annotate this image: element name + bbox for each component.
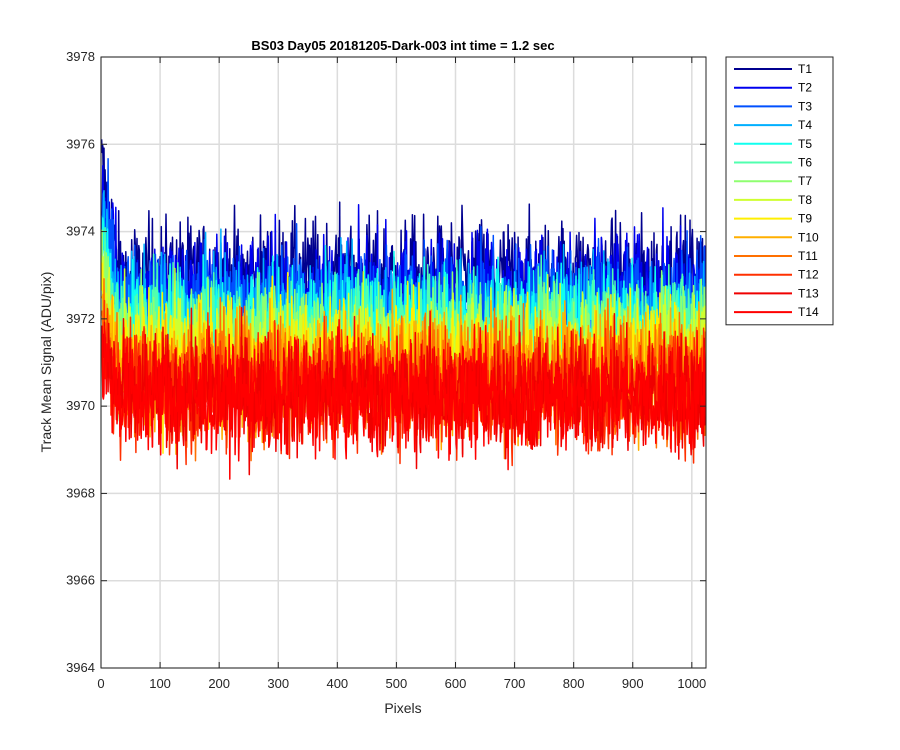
x-tick-label: 1000 [677, 676, 706, 691]
x-tick-label: 700 [504, 676, 526, 691]
legend-box [725, 56, 834, 326]
y-tick-label: 3970 [66, 398, 95, 413]
y-tick-label: 3966 [66, 573, 95, 588]
ticks: 0 100 200 300 400 500 600 700 800 900 1000 3964 3966… [66, 49, 706, 691]
series-line-T14 [101, 315, 706, 480]
x-tick-label: 100 [149, 676, 171, 691]
legend-label: T6 [798, 156, 812, 170]
legend-label: T14 [798, 305, 819, 319]
series-layer [101, 139, 706, 480]
legend-label: T4 [798, 118, 812, 132]
x-tick-label: 600 [445, 676, 467, 691]
legend-label: T3 [798, 99, 812, 113]
legend: T1 T2 T3 T4 T5 T6 T7 T8 T9 T10 T11 T12 T13 T14 [725, 56, 834, 326]
legend-label: T8 [798, 193, 812, 207]
legend-label: T9 [798, 212, 812, 226]
x-axis-label: Pixels [384, 700, 421, 716]
x-tick-label: 500 [386, 676, 408, 691]
legend-label: T12 [798, 268, 819, 282]
y-tick-label: 3964 [66, 660, 95, 675]
y-tick-label: 3976 [66, 136, 95, 151]
legend-label: T5 [798, 137, 812, 151]
y-tick-label: 3968 [66, 485, 95, 500]
chart-title: BS03 Day05 20181205-Dark-003 int time = … [251, 38, 554, 53]
legend-label: T11 [798, 249, 818, 263]
legend-label: T10 [798, 230, 819, 244]
x-tick-label: 400 [326, 676, 348, 691]
x-tick-label: 300 [267, 676, 289, 691]
x-tick-label: 900 [622, 676, 644, 691]
y-tick-label: 3972 [66, 311, 95, 326]
x-tick-label: 800 [563, 676, 585, 691]
plot-frame [100, 56, 707, 669]
legend-label: T2 [798, 81, 812, 95]
x-tick-label: 0 [97, 676, 104, 691]
y-tick-label: 3974 [66, 224, 95, 239]
legend-label: T7 [798, 174, 812, 188]
x-tick-label: 200 [208, 676, 230, 691]
y-axis-label: Track Mean Signal (ADU/pix) [38, 272, 54, 453]
legend-label: T13 [798, 286, 819, 300]
y-tick-label: 3978 [66, 49, 95, 64]
legend-label: T1 [798, 62, 812, 76]
